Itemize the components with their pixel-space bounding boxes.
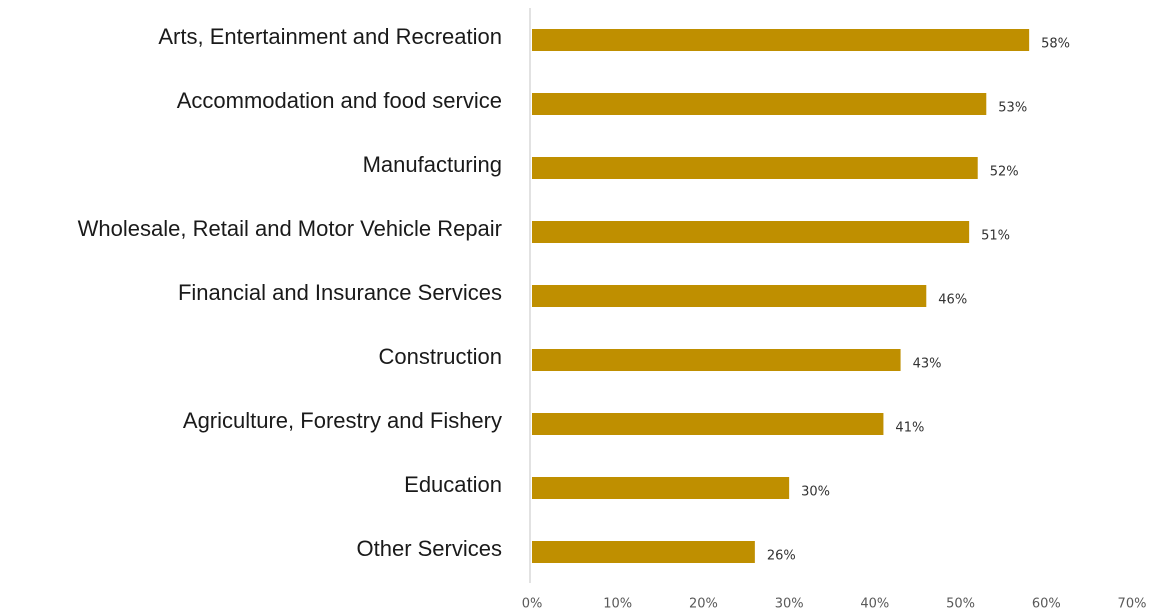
x-tick-label: 40% [860,597,889,612]
bar [532,221,970,243]
category-label: Arts, Entertainment and Recreation [158,24,502,49]
bar [532,349,901,371]
category-label: Agriculture, Forestry and Fishery [183,408,502,433]
category-label: Manufacturing [363,152,502,177]
category-label: Financial and Insurance Services [178,280,502,305]
x-tick-label: 70% [1118,597,1147,612]
category-labels: Arts, Entertainment and Recreation Accomm… [78,24,502,561]
data-label: 43% [913,357,942,372]
bar [532,157,978,179]
data-label: 58% [1041,37,1070,52]
data-label: 26% [767,549,796,564]
category-label: Accommodation and food service [177,88,502,113]
data-label: 52% [990,165,1019,180]
bars-group [532,29,1030,563]
x-tick-label: 30% [775,597,804,612]
bar [532,29,1030,51]
category-label: Other Services [357,536,503,561]
data-label: 41% [895,421,924,436]
bar [532,541,755,563]
data-label: 46% [938,293,967,308]
x-axis-tick-labels: 0% 10% 20% 30% 40% 50% 60% 70% [522,597,1147,612]
x-tick-label: 0% [522,597,543,612]
data-label: 51% [981,229,1010,244]
value-labels: 58% 53% 52% 51% 46% 43% 41% 30% 26% [767,37,1070,564]
x-tick-label: 50% [946,597,975,612]
bar [532,477,790,499]
x-tick-label: 60% [1032,597,1061,612]
category-label: Construction [378,344,502,369]
bar [532,285,927,307]
bar [532,93,987,115]
data-label: 30% [801,485,830,500]
category-label: Education [404,472,502,497]
category-label: Wholesale, Retail and Motor Vehicle Repa… [78,216,502,241]
data-label: 53% [998,101,1027,116]
x-tick-label: 20% [689,597,718,612]
x-tick-label: 10% [603,597,632,612]
bar [532,413,884,435]
